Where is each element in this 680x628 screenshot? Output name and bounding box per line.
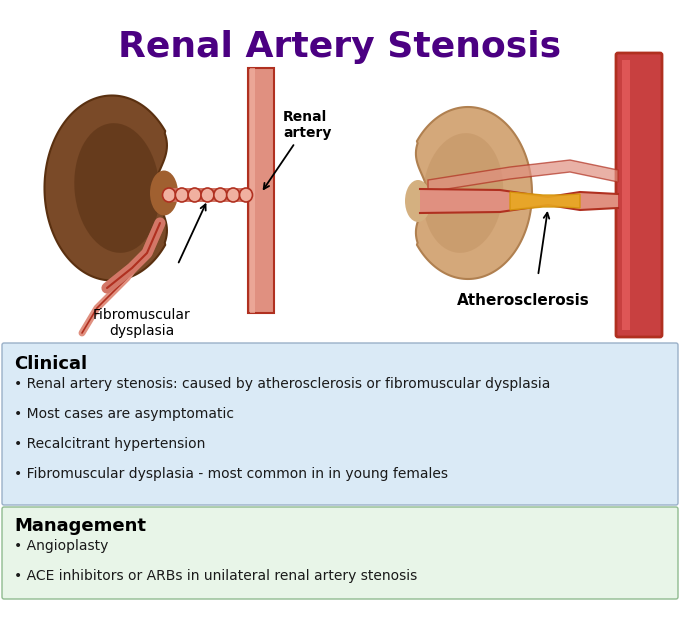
Ellipse shape [188,188,201,202]
Text: • Angioplasty: • Angioplasty [14,539,108,553]
Ellipse shape [239,188,252,202]
Text: • ACE inhibitors or ARBs in unilateral renal artery stenosis: • ACE inhibitors or ARBs in unilateral r… [14,569,418,583]
Ellipse shape [423,133,503,253]
Polygon shape [420,189,618,213]
Ellipse shape [163,188,175,202]
Text: • Fibromuscular dysplasia - most common in in young females: • Fibromuscular dysplasia - most common … [14,467,448,481]
Polygon shape [510,192,580,210]
Text: • Most cases are asymptomatic: • Most cases are asymptomatic [14,407,234,421]
Ellipse shape [175,188,188,202]
Ellipse shape [214,188,227,202]
FancyBboxPatch shape [616,53,662,337]
Ellipse shape [201,188,214,202]
PathPatch shape [44,95,167,281]
Text: Clinical: Clinical [14,355,87,373]
Bar [250,68,255,313]
Text: • Renal artery stenosis: caused by atherosclerosis or fibromuscular dysplasia: • Renal artery stenosis: caused by ather… [14,377,550,391]
Bar [622,60,630,330]
Text: Management: Management [14,517,146,535]
Text: • Recalcitrant hypertension: • Recalcitrant hypertension [14,437,205,451]
Text: Renal Artery Stenosis: Renal Artery Stenosis [118,30,562,64]
Ellipse shape [226,188,239,202]
PathPatch shape [416,107,532,279]
Ellipse shape [74,123,160,253]
Text: Atherosclerosis: Atherosclerosis [457,293,590,308]
Ellipse shape [150,170,178,215]
FancyBboxPatch shape [2,507,678,599]
FancyBboxPatch shape [2,343,678,505]
Text: Renal
artery: Renal artery [264,110,331,189]
Ellipse shape [405,180,431,222]
Text: Fibromuscular
dysplasia: Fibromuscular dysplasia [93,308,191,338]
Polygon shape [428,160,618,192]
FancyBboxPatch shape [248,68,274,313]
